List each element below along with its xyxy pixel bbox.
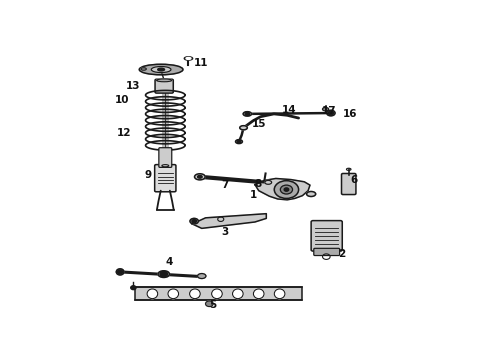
Ellipse shape xyxy=(307,192,316,197)
Text: 9: 9 xyxy=(144,170,151,180)
Text: 16: 16 xyxy=(343,109,357,119)
Circle shape xyxy=(206,301,213,306)
FancyBboxPatch shape xyxy=(314,248,340,256)
Ellipse shape xyxy=(141,68,147,70)
Ellipse shape xyxy=(195,174,205,180)
Ellipse shape xyxy=(158,68,165,71)
Ellipse shape xyxy=(233,289,243,299)
Circle shape xyxy=(280,185,293,194)
Ellipse shape xyxy=(158,271,170,278)
Circle shape xyxy=(237,140,241,143)
Circle shape xyxy=(160,271,168,277)
Circle shape xyxy=(118,270,123,274)
Ellipse shape xyxy=(157,79,172,82)
Ellipse shape xyxy=(190,289,200,299)
Text: 11: 11 xyxy=(194,58,208,68)
Text: 4: 4 xyxy=(166,257,173,267)
Text: 3: 3 xyxy=(221,227,228,237)
Ellipse shape xyxy=(197,175,202,178)
Ellipse shape xyxy=(184,57,193,60)
Ellipse shape xyxy=(265,180,271,184)
Ellipse shape xyxy=(147,289,158,299)
FancyBboxPatch shape xyxy=(311,221,342,251)
Text: 5: 5 xyxy=(210,300,217,310)
FancyBboxPatch shape xyxy=(155,165,176,192)
Circle shape xyxy=(328,111,334,115)
Ellipse shape xyxy=(253,289,264,299)
Ellipse shape xyxy=(322,108,329,111)
Ellipse shape xyxy=(190,219,198,224)
Ellipse shape xyxy=(327,110,335,116)
Polygon shape xyxy=(192,214,267,228)
Ellipse shape xyxy=(116,269,124,275)
Circle shape xyxy=(192,220,196,223)
Ellipse shape xyxy=(240,126,247,130)
Circle shape xyxy=(274,181,298,198)
Ellipse shape xyxy=(168,289,178,299)
Text: 15: 15 xyxy=(251,118,266,129)
Ellipse shape xyxy=(139,64,183,75)
FancyBboxPatch shape xyxy=(342,174,356,194)
Text: 7: 7 xyxy=(221,180,228,190)
Ellipse shape xyxy=(236,140,243,144)
FancyBboxPatch shape xyxy=(135,287,302,301)
Circle shape xyxy=(245,112,249,116)
Ellipse shape xyxy=(151,67,171,73)
Text: 14: 14 xyxy=(282,105,296,115)
Circle shape xyxy=(131,286,136,290)
Text: 6: 6 xyxy=(350,175,357,185)
FancyBboxPatch shape xyxy=(159,148,172,167)
Circle shape xyxy=(284,188,289,191)
Text: 2: 2 xyxy=(338,249,345,260)
Text: 10: 10 xyxy=(115,95,129,105)
Text: 17: 17 xyxy=(321,106,336,116)
FancyBboxPatch shape xyxy=(155,79,173,93)
Text: 12: 12 xyxy=(117,128,131,138)
Text: 8: 8 xyxy=(254,179,262,189)
Text: 1: 1 xyxy=(250,190,257,200)
Polygon shape xyxy=(255,179,310,200)
Ellipse shape xyxy=(243,112,251,116)
Text: 13: 13 xyxy=(125,81,140,91)
Ellipse shape xyxy=(274,289,285,299)
Ellipse shape xyxy=(197,274,206,279)
Ellipse shape xyxy=(212,289,222,299)
Ellipse shape xyxy=(186,58,191,59)
